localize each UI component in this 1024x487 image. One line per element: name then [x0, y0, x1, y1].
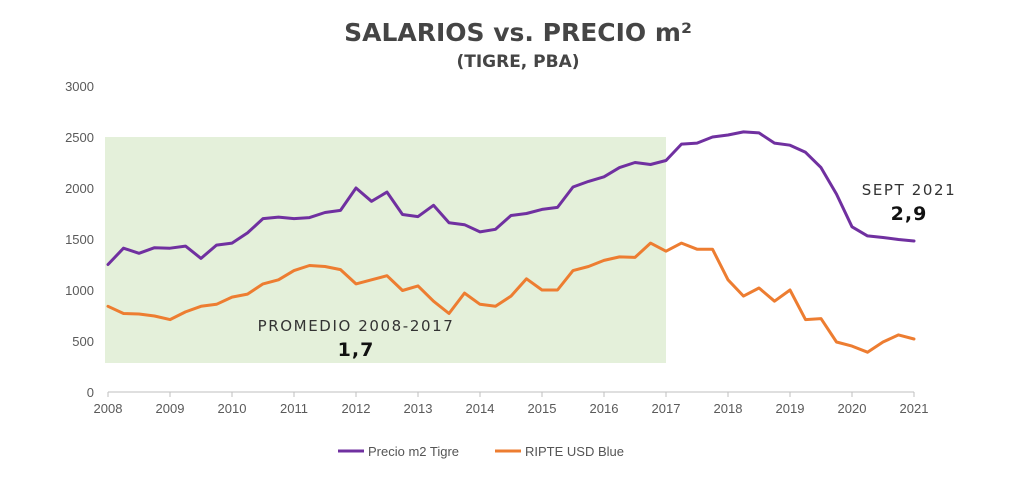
- legend: Precio m2 Tigre RIPTE USD Blue: [338, 444, 624, 459]
- x-tick-label: 2011: [280, 401, 308, 416]
- chart-title: SALARIOS vs. PRECIO m²: [344, 18, 692, 47]
- x-tick-label: 2013: [404, 401, 433, 416]
- series-line-1: [106, 241, 916, 354]
- annotation-average-value: 1,7: [338, 339, 375, 361]
- y-tick-label: 0: [87, 385, 94, 400]
- y-axis-ticks: 0 500 1000 1500 2000 2500 3000: [65, 79, 94, 400]
- y-tick-label: 1500: [65, 232, 94, 247]
- x-tick-label: 2009: [156, 401, 185, 416]
- annotation-average-label: PROMEDIO 2008-2017: [258, 317, 455, 335]
- y-tick-label: 2500: [65, 130, 94, 145]
- annotation-sept2021-label: SEPT 2021: [862, 181, 957, 199]
- x-tick-label: 2015: [528, 401, 557, 416]
- x-tick-label: 2016: [590, 401, 619, 416]
- x-tick-label: 2012: [342, 401, 371, 416]
- chart-subtitle: (TIGRE, PBA): [456, 52, 579, 72]
- y-tick-label: 500: [72, 334, 94, 349]
- x-tick-label: 2010: [218, 401, 247, 416]
- y-tick-label: 3000: [65, 79, 94, 94]
- y-tick-label: 2000: [65, 181, 94, 196]
- x-tick-label: 2017: [652, 401, 681, 416]
- x-tick-label: 2021: [900, 401, 929, 416]
- x-tick-label: 2020: [838, 401, 867, 416]
- series-lines: [106, 130, 916, 354]
- series-line-0: [106, 130, 916, 266]
- annotation-sept2021-value: 2,9: [891, 203, 928, 225]
- legend-label-ripte: RIPTE USD Blue: [525, 444, 624, 459]
- y-tick-label: 1000: [65, 283, 94, 298]
- x-tick-label: 2008: [94, 401, 123, 416]
- x-tick-label: 2018: [714, 401, 743, 416]
- x-tick-label: 2019: [776, 401, 805, 416]
- legend-label-precio: Precio m2 Tigre: [368, 444, 459, 459]
- x-axis-ticks: 2008 2009 2010 2011 2012 2013 2014 2015 2016 2017…: [94, 392, 929, 416]
- highlight-region: [105, 137, 666, 363]
- x-tick-label: 2014: [466, 401, 495, 416]
